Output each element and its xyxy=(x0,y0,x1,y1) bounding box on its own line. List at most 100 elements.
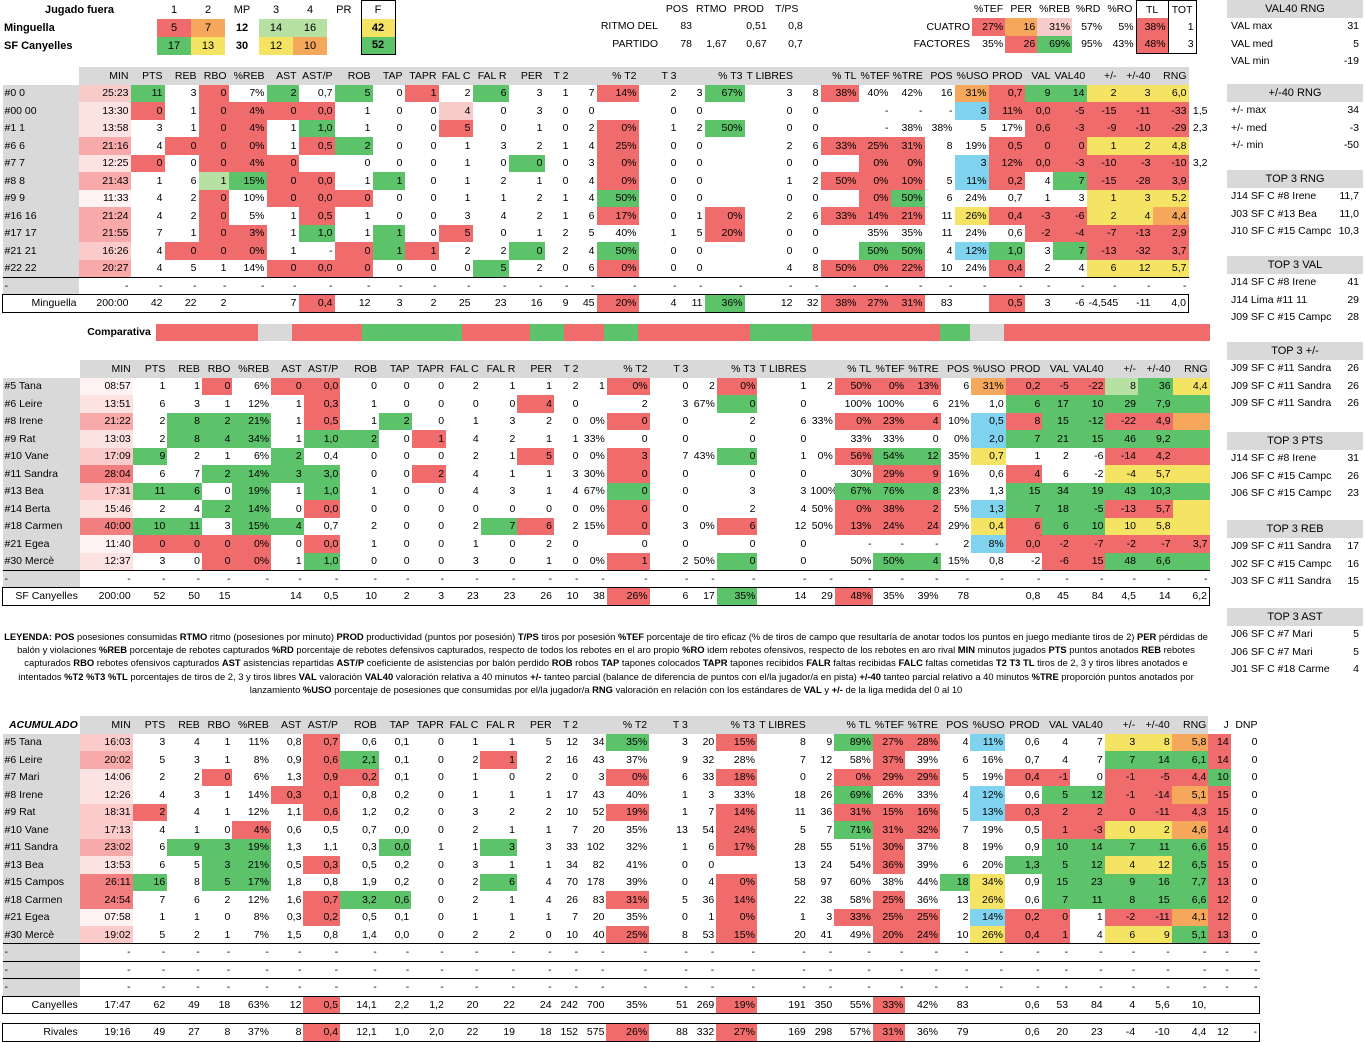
stat-cell: 0 xyxy=(800,537,807,550)
stat-cell: 25% xyxy=(606,926,650,944)
stat-cell: 4,3 xyxy=(1171,803,1209,821)
side-panel-title: TOP 3 +/- xyxy=(1227,342,1363,360)
stat-cell: 3 xyxy=(271,465,304,483)
stat-cell: 24% xyxy=(965,192,987,205)
stat-cell: 2 xyxy=(201,500,233,518)
side-value: 5 xyxy=(1353,645,1359,658)
stat-cell: 19% xyxy=(982,823,1004,836)
stat-cell: 55 xyxy=(820,841,833,854)
stat-cell: 19% xyxy=(982,841,1004,854)
col-header: +/-40 xyxy=(1137,716,1172,734)
stat-cell: 0% xyxy=(606,377,650,395)
side-panel-row: J01 SF C #18 Carme 4 xyxy=(1227,661,1363,679)
stat-cell: 3 xyxy=(193,753,200,766)
col-header: TAPR xyxy=(404,67,439,85)
col-header: RBO xyxy=(198,67,229,85)
comparativa-bar xyxy=(530,324,564,341)
comparativa-bar xyxy=(258,324,292,341)
stat-cell: 1 xyxy=(509,823,515,836)
stat-cell: 0 xyxy=(430,262,437,274)
total-cell: 45 xyxy=(570,294,597,313)
total-cell: 88 xyxy=(649,1023,690,1042)
stat-cell: 1,0 xyxy=(303,552,341,570)
stat-cell: 41 xyxy=(820,928,833,941)
stat-cell: 4 xyxy=(545,893,552,906)
stat-cell: 8 xyxy=(799,736,806,749)
total-row: Canyelles 17:47 62 49 18 63% 12 0,5 14,1 2,2 1,2 20… xyxy=(1,995,1260,1014)
stat-cell: 0 xyxy=(641,432,648,445)
stat-cell: 1 xyxy=(290,139,297,152)
stat-cell: 3 xyxy=(472,858,479,871)
stat-cell: 0 xyxy=(670,157,677,170)
stat-cell: 15 xyxy=(1042,412,1071,430)
player-name: #10 Vane xyxy=(2,447,80,465)
stat-cell: 4 xyxy=(194,502,200,515)
stat-cell: 67% xyxy=(693,397,715,410)
stat-cell: 7,7 xyxy=(1171,873,1209,891)
total-cell: 27% xyxy=(716,1023,757,1042)
stat-cell: 0,6 xyxy=(362,736,377,749)
stat-cell: 2 xyxy=(1044,262,1051,274)
stat-cell: 0% xyxy=(834,412,874,430)
stat-cell xyxy=(1172,412,1210,430)
stat-cell xyxy=(1172,465,1210,483)
stat-cell: 0,7 xyxy=(323,520,339,533)
factores-cell: 38% xyxy=(1135,18,1169,36)
total-cell: 8 xyxy=(270,1023,304,1042)
stat-cell: 0 xyxy=(266,102,299,120)
stat-cell: 0 xyxy=(430,192,437,205)
stat-cell: 5,8 xyxy=(1171,733,1209,751)
stat-cell: 0 xyxy=(509,502,516,515)
score-cell: 5 xyxy=(157,18,191,37)
col-header: % TL xyxy=(834,716,873,734)
stat-cell: 20% xyxy=(872,926,906,944)
col-header: TAPR xyxy=(411,716,446,734)
stat-cell: 0,8 xyxy=(989,555,1004,567)
stat-cell: 0 xyxy=(572,450,579,463)
stat-cell: 0 xyxy=(438,380,445,393)
col-header: T LIBRES xyxy=(756,716,808,734)
stat-cell: 0 xyxy=(1251,876,1258,889)
stat-cell: 1 xyxy=(472,771,479,784)
col-header: +/- xyxy=(1104,716,1138,734)
side-panel-top-rng: TOP 3 RNG J14 SF C #8 Irene 11,7 J03 SF C #… xyxy=(1227,170,1363,241)
side-value: -19 xyxy=(1343,55,1359,68)
total-name: Rivales xyxy=(1,1023,80,1042)
player-name: #8 Irene xyxy=(2,412,80,430)
col-header: %TEF xyxy=(858,67,891,85)
stat-cell xyxy=(1172,482,1210,500)
stat-cell: 14 xyxy=(1208,733,1231,751)
stat-cell: 0 xyxy=(749,432,756,445)
stat-cell: 0,6 xyxy=(989,467,1004,480)
player-name: #17 17 xyxy=(2,224,79,242)
total-cell: 14,1 xyxy=(340,995,379,1014)
table-row: #21 Egea 07:58 1 1 0 8% 0,3 0,2 0,5 0,1 0 1 1 1 7 20 35%… xyxy=(2,908,1260,926)
stat-cell: 15% xyxy=(948,555,970,567)
total-cell: 84 xyxy=(1070,995,1105,1014)
stat-cell: 1 xyxy=(290,209,297,222)
col-header: % T3 xyxy=(704,67,745,85)
stat-cell: 0,0 xyxy=(298,102,335,120)
stat-cell: 0 xyxy=(403,432,410,445)
table-header: ACUMULADO MIN PTS REB RBO %REB AST AST/P ROB TAP T… xyxy=(2,716,1260,734)
col-header: VAL40 xyxy=(1070,716,1105,734)
stat-cell xyxy=(580,535,606,553)
stat-cell: 24 xyxy=(820,858,833,871)
side-label: VAL min xyxy=(1231,55,1270,68)
stat-cell: 0 xyxy=(472,397,479,410)
side-label: VAL med xyxy=(1231,37,1274,50)
stat-cell: 4 xyxy=(906,412,941,430)
stat-cell: 0 xyxy=(430,157,437,170)
stat-cell: 2 xyxy=(641,397,648,410)
stat-cell: 9 xyxy=(681,753,688,766)
stat-cell: 5 xyxy=(696,227,703,240)
stat-cell: 13 xyxy=(794,858,806,871)
stat-cell: 5 xyxy=(545,736,552,749)
stat-cell: 11:40 xyxy=(79,535,133,553)
stat-cell xyxy=(1172,500,1210,518)
score-cell: 7 xyxy=(191,18,225,37)
stat-cell: 2 xyxy=(962,911,969,924)
stat-cell: 67% xyxy=(704,84,745,102)
stat-cell: 25% xyxy=(905,908,940,926)
total-cell: -6 xyxy=(1052,294,1087,313)
